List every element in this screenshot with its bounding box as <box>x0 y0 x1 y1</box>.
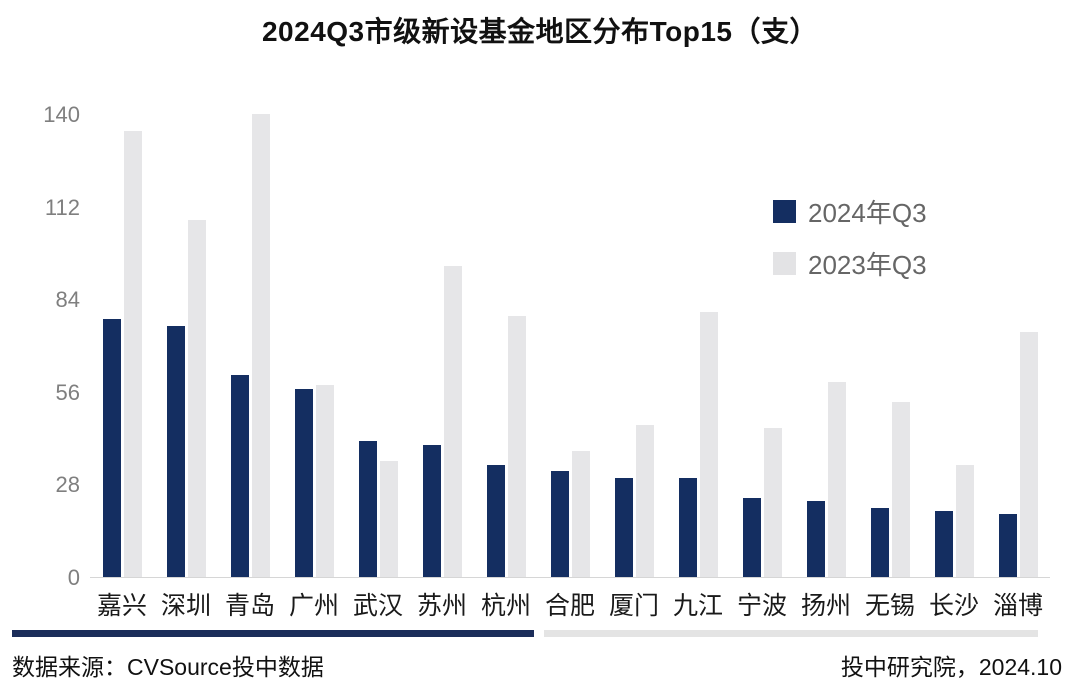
bar-group-合肥: 合肥 <box>538 115 602 620</box>
bar-2023年Q3-广州 <box>315 385 334 577</box>
bar-group-厦门: 厦门 <box>602 115 666 620</box>
bar-2024年Q3-嘉兴 <box>102 319 121 577</box>
legend-swatch-2024q3 <box>773 200 796 223</box>
x-label-无锡: 无锡 <box>864 592 916 620</box>
bar-2023年Q3-嘉兴 <box>123 130 142 577</box>
x-label-厦门: 厦门 <box>608 592 660 620</box>
x-label-宁波: 宁波 <box>736 592 788 620</box>
bar-2023年Q3-深圳 <box>187 219 206 577</box>
bar-2024年Q3-长沙 <box>934 510 953 577</box>
bar-group-无锡: 无锡 <box>858 115 922 620</box>
bar-2024年Q3-九江 <box>678 477 697 577</box>
bar-group-长沙: 长沙 <box>922 115 986 620</box>
bar-2024年Q3-无锡 <box>870 507 889 577</box>
bar-2024年Q3-广州 <box>294 388 313 577</box>
bar-2024年Q3-合肥 <box>550 471 569 577</box>
legend-swatch-2023q3 <box>773 252 796 275</box>
footer-data-source: 数据来源：CVSource投中数据 <box>12 654 324 680</box>
bar-group-宁波: 宁波 <box>730 115 794 620</box>
bar-2023年Q3-武汉 <box>379 461 398 577</box>
bar-group-深圳: 深圳 <box>154 115 218 620</box>
bar-2023年Q3-扬州 <box>827 381 846 577</box>
bar-2024年Q3-杭州 <box>486 464 505 577</box>
y-tick-label: 84 <box>55 287 80 313</box>
x-label-嘉兴: 嘉兴 <box>96 592 148 620</box>
bar-group-扬州: 扬州 <box>794 115 858 620</box>
legend-label-2023q3: 2023年Q3 <box>808 250 927 280</box>
legend: 2024年Q3 2023年Q3 <box>773 193 927 282</box>
bar-2024年Q3-厦门 <box>614 477 633 577</box>
footer-divider-gray <box>544 630 1038 637</box>
x-label-淄博: 淄博 <box>992 592 1044 620</box>
y-tick-label: 56 <box>55 379 80 405</box>
bar-2023年Q3-苏州 <box>443 266 462 577</box>
bar-group-杭州: 杭州 <box>474 115 538 620</box>
x-label-长沙: 长沙 <box>928 592 980 620</box>
x-label-青岛: 青岛 <box>224 592 276 620</box>
legend-item-2024q3: 2024年Q3 <box>773 193 927 230</box>
bar-2023年Q3-杭州 <box>507 315 526 577</box>
legend-label-2024q3: 2024年Q3 <box>808 198 927 228</box>
bar-group-广州: 广州 <box>282 115 346 620</box>
y-tick-label: 140 <box>43 102 80 127</box>
bar-2023年Q3-长沙 <box>955 464 974 577</box>
bar-2023年Q3-青岛 <box>251 114 270 577</box>
bar-2023年Q3-宁波 <box>763 428 782 577</box>
bar-2024年Q3-苏州 <box>422 444 441 577</box>
footer-attribution: 投中研究院，2024.10 <box>840 654 1062 680</box>
chart-title: 2024Q3市级新设基金地区分布Top15（支） <box>261 16 819 47</box>
x-label-扬州: 扬州 <box>800 592 852 620</box>
x-label-深圳: 深圳 <box>160 592 212 620</box>
bar-group-九江: 九江 <box>666 115 730 620</box>
bar-2024年Q3-深圳 <box>166 325 185 577</box>
x-label-九江: 九江 <box>672 592 724 620</box>
y-tick-label: 112 <box>44 194 80 220</box>
bar-2023年Q3-合肥 <box>571 451 590 577</box>
legend-item-2023q3: 2023年Q3 <box>773 245 927 282</box>
plot-area: 嘉兴 深圳 青岛 广州 武汉 苏州 杭州 合肥 厦门 九江 宁波 扬州 无锡 长沙 淄博 <box>90 114 1050 620</box>
x-label-武汉: 武汉 <box>352 592 404 620</box>
x-label-广州: 广州 <box>288 592 340 620</box>
bar-group-淄博: 淄博 <box>986 115 1050 620</box>
bar-2024年Q3-宁波 <box>742 497 761 577</box>
bar-2023年Q3-淄博 <box>1019 332 1038 577</box>
bar-2023年Q3-九江 <box>699 312 718 577</box>
bar-group-青岛: 青岛 <box>218 114 282 620</box>
bar-2023年Q3-无锡 <box>891 401 910 577</box>
bar-2024年Q3-扬州 <box>806 500 825 577</box>
bar-2024年Q3-淄博 <box>998 514 1017 577</box>
footer-divider-navy <box>12 630 534 637</box>
bar-group-武汉: 武汉 <box>346 115 410 620</box>
bar-group-苏州: 苏州 <box>410 115 474 620</box>
bar-2024年Q3-武汉 <box>358 441 377 577</box>
x-label-杭州: 杭州 <box>480 592 532 620</box>
y-tick-label: 0 <box>67 565 80 590</box>
y-tick-label: 28 <box>55 472 80 498</box>
x-label-苏州: 苏州 <box>416 592 468 620</box>
bar-group-嘉兴: 嘉兴 <box>90 115 154 620</box>
x-label-合肥: 合肥 <box>544 592 596 620</box>
bar-2024年Q3-青岛 <box>230 375 249 577</box>
bar-2023年Q3-厦门 <box>635 424 654 577</box>
